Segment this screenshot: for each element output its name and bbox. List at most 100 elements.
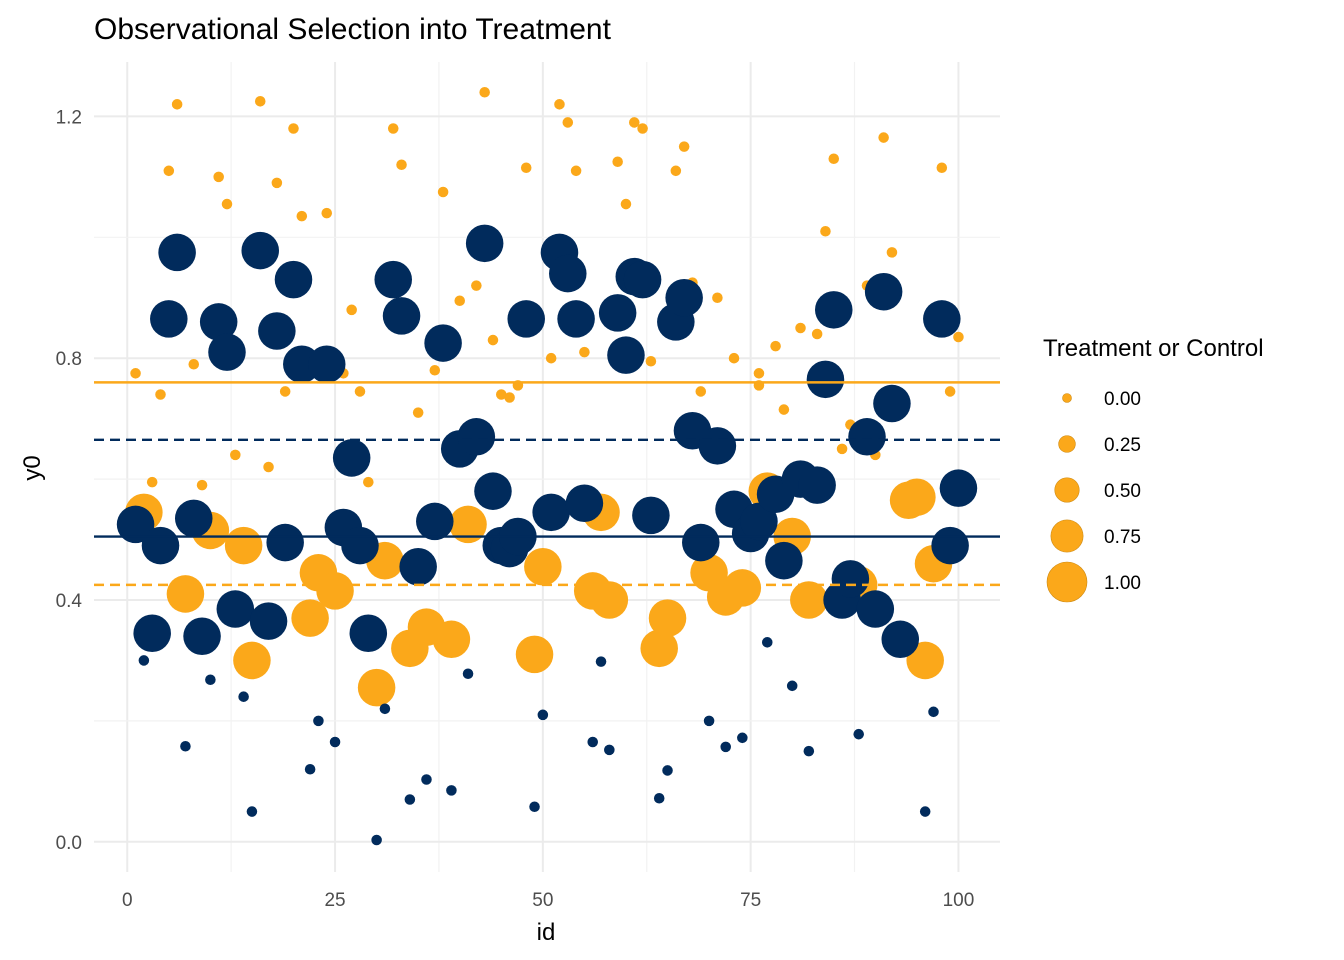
y-tick-label: 1.2 (56, 107, 82, 128)
treated-point (183, 617, 221, 656)
treated-point (180, 740, 191, 752)
control-point (487, 334, 499, 346)
x-tick-label: 0 (122, 890, 133, 911)
treated-point (238, 691, 249, 702)
treated-point (249, 602, 288, 640)
treated-point (216, 590, 255, 628)
treated-point (806, 360, 845, 399)
control-point (354, 386, 366, 397)
control-point (906, 641, 944, 680)
treated-point (537, 709, 549, 721)
treated-point (765, 541, 803, 580)
treated-point (416, 502, 454, 541)
control-point (953, 331, 964, 343)
control-point (271, 177, 283, 189)
treated-point (848, 418, 886, 456)
x-axis-label: id (537, 919, 556, 946)
control-point (579, 346, 590, 358)
treated-point (853, 728, 864, 740)
control-point (221, 198, 233, 210)
legend-key (1054, 477, 1080, 503)
treated-point (864, 272, 903, 311)
treated-point (662, 765, 673, 776)
treated-point (565, 484, 604, 523)
treated-point (653, 792, 665, 804)
treated-point (174, 499, 213, 538)
control-point (387, 123, 399, 134)
y-tick-label: 0.4 (56, 591, 83, 612)
chart-title: Observational Selection into Treatment (94, 13, 612, 46)
control-point (554, 99, 565, 110)
treated-point (138, 655, 150, 666)
control-point (357, 668, 396, 707)
treated-point (457, 418, 496, 456)
treated-point (529, 801, 540, 812)
control-point (230, 449, 241, 461)
treated-point (881, 620, 920, 659)
treated-point (598, 294, 637, 332)
control-point (429, 365, 441, 376)
tick-labels: 0 25 50 75 100 0.0 0.4 0.8 1.2 (56, 107, 975, 911)
treated-point (341, 526, 379, 565)
treated-point (803, 745, 815, 757)
treated-point (549, 254, 587, 293)
treated-point (379, 703, 391, 715)
y-tick-label: 0.0 (56, 833, 82, 854)
control-point (233, 641, 271, 680)
data-points (116, 86, 978, 846)
control-point (828, 153, 840, 164)
control-point (778, 404, 790, 415)
treated-point (208, 333, 246, 371)
control-point (437, 186, 449, 198)
control-point (291, 599, 329, 637)
treated-point (703, 715, 715, 727)
control-point (396, 159, 407, 171)
treated-point (786, 680, 798, 692)
control-point (504, 392, 515, 403)
treated-point (374, 260, 412, 299)
treated-point (404, 794, 416, 805)
treated-point (133, 614, 171, 652)
legend-label: 0.50 (1104, 481, 1141, 502)
control-point (620, 198, 632, 210)
reference-lines (94, 381, 1000, 587)
control-point (936, 162, 948, 174)
control-point (163, 165, 175, 177)
treated-point (332, 439, 371, 477)
treated-point (873, 384, 911, 423)
grid (94, 62, 1000, 872)
treated-point (266, 523, 304, 562)
treated-point (382, 297, 421, 335)
legend-key (1058, 435, 1076, 453)
control-point (645, 355, 657, 367)
treated-point (205, 674, 216, 686)
control-point (321, 207, 333, 219)
control-point (196, 479, 208, 491)
control-point (471, 280, 482, 291)
treated-point (931, 526, 969, 565)
control-point (412, 407, 424, 418)
treated-point (304, 763, 316, 775)
control-point (479, 86, 490, 98)
treated-point (919, 806, 931, 817)
control-point (254, 96, 266, 107)
treated-point (740, 502, 778, 541)
control-point (346, 304, 357, 316)
legend-label: 0.00 (1104, 389, 1141, 410)
control-point (496, 389, 507, 400)
treated-point (595, 656, 607, 667)
control-point (263, 461, 274, 473)
legend-key (1046, 561, 1088, 603)
control-point (629, 117, 640, 128)
control-point (886, 247, 898, 258)
control-point (562, 117, 574, 128)
control-point (695, 386, 707, 397)
treated-point (698, 427, 737, 465)
treated-point (158, 233, 196, 272)
x-tick-label: 25 (324, 890, 345, 911)
control-point (836, 443, 848, 455)
treated-point (421, 774, 432, 785)
y-tick-label: 0.8 (56, 349, 82, 370)
treated-point (587, 736, 598, 748)
control-point (171, 99, 183, 110)
